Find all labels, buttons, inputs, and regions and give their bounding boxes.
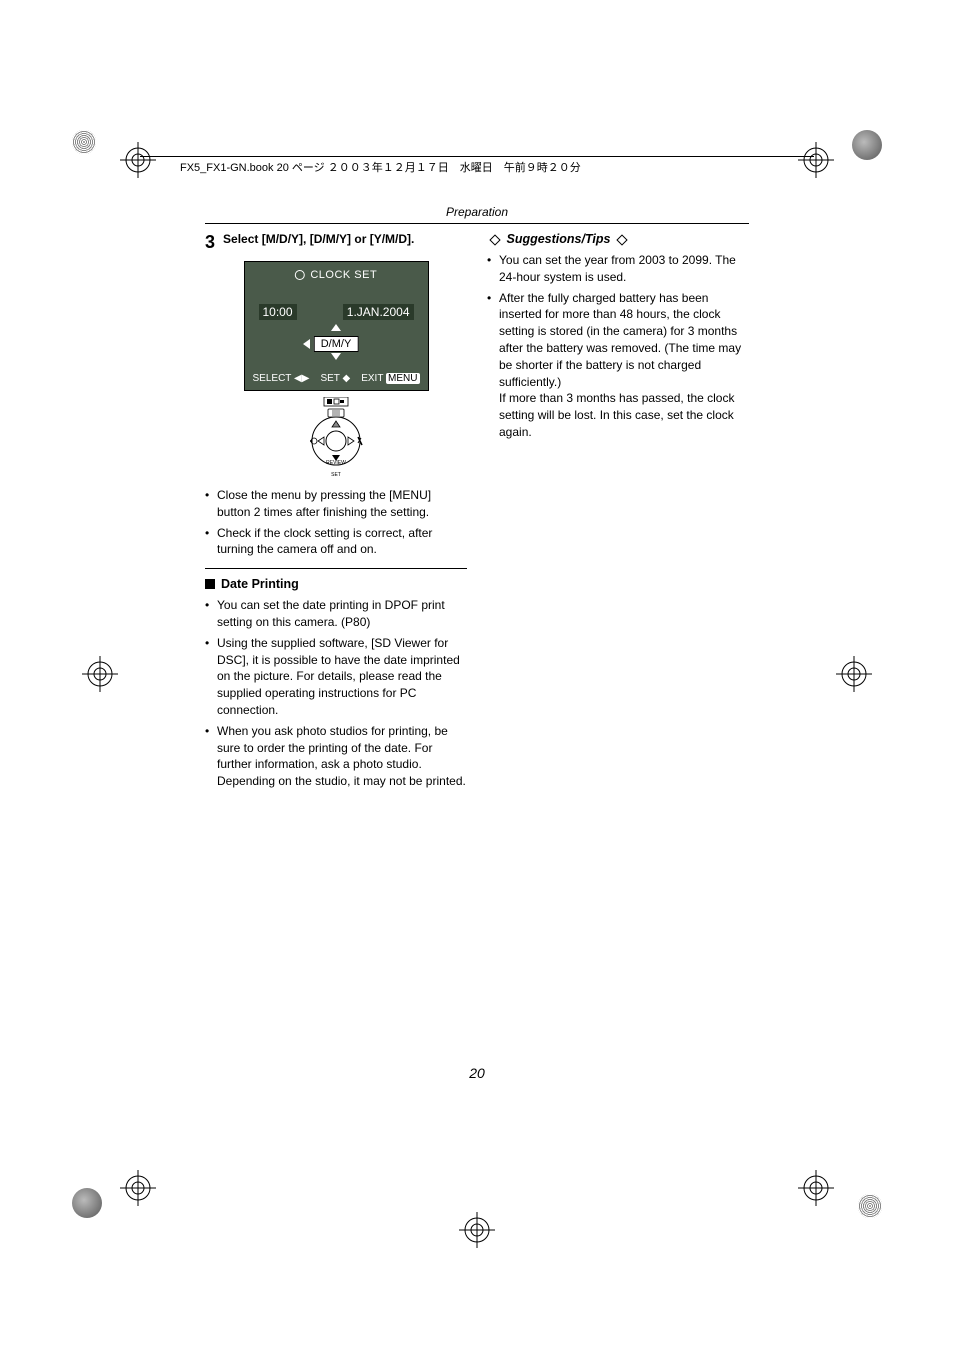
list-item: You can set the year from 2003 to 2099. …: [487, 252, 749, 286]
registration-mark: [82, 656, 118, 692]
registration-mark: [798, 142, 834, 178]
date-printing-heading: Date Printing: [205, 577, 467, 591]
nav-pad-diagram: REVIEW SET: [300, 397, 372, 479]
list-item: You can set the date printing in DPOF pr…: [205, 597, 467, 631]
diamond-icon: [489, 234, 500, 245]
date-printing-list: You can set the date printing in DPOF pr…: [205, 597, 467, 790]
print-sphere: [858, 1194, 882, 1218]
registration-mark: [120, 1170, 156, 1206]
date-printing-title: Date Printing: [221, 577, 299, 591]
lcd-select: SELECT: [253, 373, 292, 384]
registration-mark: [798, 1170, 834, 1206]
list-item: After the fully charged battery has been…: [487, 290, 749, 441]
print-sphere: [852, 130, 882, 160]
tips-list: You can set the year from 2003 to 2099. …: [487, 252, 749, 441]
list-item: When you ask photo studios for printing,…: [205, 723, 467, 790]
lcd-exit: EXIT: [361, 373, 383, 384]
registration-mark: [459, 1212, 495, 1248]
tips-heading: Suggestions/Tips: [487, 232, 749, 246]
lcd-screenshot: CLOCK SET 10:00 1.JAN.2004 D/M/Y SELECT …: [244, 261, 429, 391]
lcd-date: 1.JAN.2004: [343, 304, 414, 320]
section-rule: [205, 568, 467, 569]
clock-icon: [295, 270, 305, 280]
lcd-bottom-labels: SELECT ◀▶ SET ◆ EXIT MENU: [253, 373, 420, 384]
print-sphere: [72, 1188, 102, 1218]
lcd-menu: MENU: [386, 373, 419, 384]
lcd-title: CLOCK SET: [291, 268, 381, 282]
print-sphere: [72, 130, 96, 154]
diamond-icon: [616, 234, 627, 245]
triangle-left-icon: [303, 339, 310, 349]
section-title: Preparation: [205, 205, 749, 219]
lcd-title-text: CLOCK SET: [310, 269, 377, 281]
step-notes: Close the menu by pressing the [MENU] bu…: [205, 487, 467, 558]
svg-text:SET: SET: [331, 472, 341, 478]
list-item: Using the supplied software, [SD Viewer …: [205, 635, 467, 719]
lcd-set: SET: [320, 373, 339, 384]
right-column: Suggestions/Tips You can set the year fr…: [487, 232, 749, 794]
triangle-up-icon: [331, 324, 341, 331]
lcd-time: 10:00: [259, 304, 297, 320]
book-header-text: FX5_FX1-GN.book 20 ページ ２００３年１２月１７日 水曜日 午…: [180, 159, 581, 175]
registration-mark: [120, 142, 156, 178]
registration-mark: [836, 656, 872, 692]
header-rule: [140, 156, 814, 157]
page-number: 20: [205, 1065, 749, 1081]
step-3: 3 Select [M/D/Y], [D/M/Y] or [Y/M/D].: [205, 232, 467, 253]
step-number: 3: [205, 232, 215, 253]
triangle-down-icon: [331, 353, 341, 360]
list-item: Check if the clock setting is correct, a…: [205, 525, 467, 559]
tips-title: Suggestions/Tips: [506, 232, 610, 246]
svg-text:REVIEW: REVIEW: [326, 460, 346, 466]
left-column: 3 Select [M/D/Y], [D/M/Y] or [Y/M/D]. CL…: [205, 232, 467, 794]
square-bullet-icon: [205, 579, 215, 589]
step-instruction: Select [M/D/Y], [D/M/Y] or [Y/M/D].: [223, 232, 467, 246]
list-item: Close the menu by pressing the [MENU] bu…: [205, 487, 467, 521]
lcd-format: D/M/Y: [314, 336, 359, 352]
title-rule: [205, 223, 749, 224]
lcd-datetime: 10:00 1.JAN.2004: [259, 304, 414, 320]
page-content: Preparation 3 Select [M/D/Y], [D/M/Y] or…: [205, 205, 749, 1081]
